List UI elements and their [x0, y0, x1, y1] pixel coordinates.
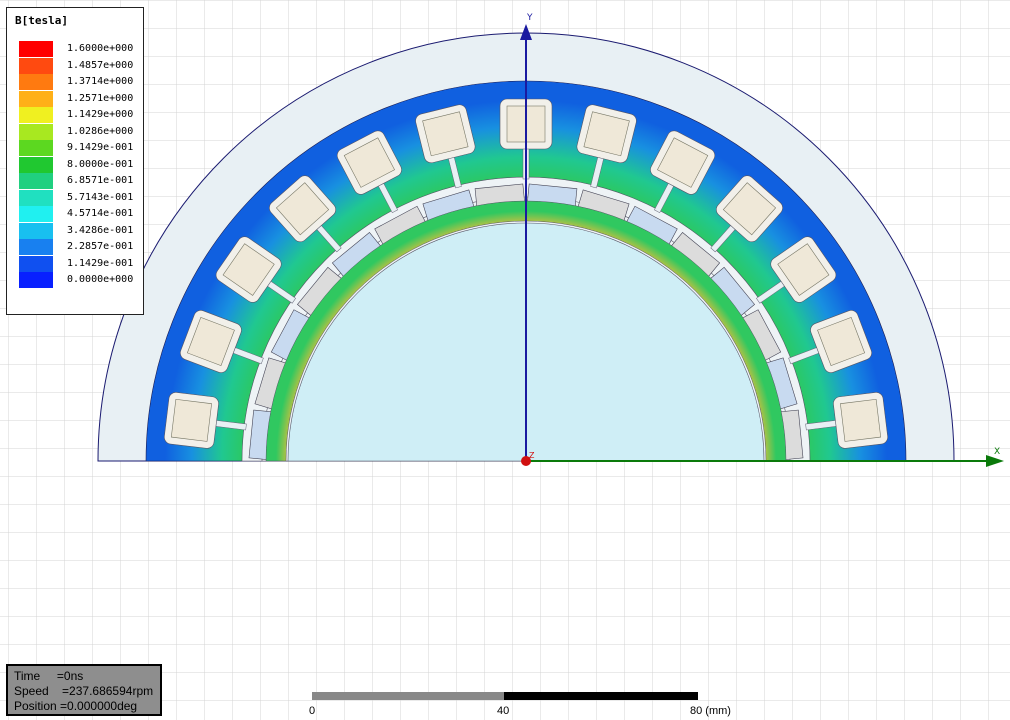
legend-swatch [19, 41, 53, 57]
legend-entry: 1.2571e+000 [13, 90, 143, 107]
origin-marker [521, 456, 531, 466]
stator-slots [163, 98, 889, 449]
y-axis-arrow [520, 24, 532, 40]
legend-value: 1.6000e+000 [67, 43, 134, 54]
scale-label-80: 80 (mm) [690, 705, 731, 717]
legend-value: 1.1429e-001 [67, 257, 134, 269]
legend-swatch [19, 107, 53, 123]
legend-value: 1.1429e+000 [67, 109, 134, 120]
status-time: Time =0ns [14, 669, 84, 683]
x-axis-label: X [994, 447, 1000, 457]
legend-swatch [19, 189, 53, 206]
legend-entry: 4.5714e-001 [13, 206, 143, 222]
stator-slot [756, 236, 837, 304]
legend-swatch [19, 173, 53, 189]
legend-entry: 1.1429e+000 [13, 107, 143, 123]
status-speed: Speed =237.686594rpm [14, 684, 154, 698]
legend-entry: 6.8571e-001 [13, 173, 143, 189]
legend-value: 2.2857e-001 [67, 241, 134, 252]
legend-swatch [19, 123, 53, 140]
stator-slot [650, 130, 716, 214]
rotor-magnets [248, 183, 804, 461]
legend-title: B[tesla] [15, 14, 68, 27]
legend-swatch [19, 57, 53, 74]
stator-slot [336, 130, 402, 214]
legend-entry: 1.0286e+000 [13, 123, 143, 140]
z-axis-label: Z [529, 451, 535, 460]
scale-label-0: 0 [309, 705, 316, 717]
legend-entry: 9.1429e-001 [13, 140, 143, 156]
scale-label-40: 40 [497, 705, 510, 717]
legend-entry: 1.1429e-001 [13, 255, 143, 272]
stator-slot [180, 310, 264, 373]
stator-slot [576, 104, 637, 189]
legend-swatch [19, 74, 53, 90]
stator-slot [805, 392, 889, 449]
status-panel: Time =0ns Speed =237.686594rpm Position … [6, 664, 162, 716]
legend-swatch [19, 140, 53, 156]
legend-value: 1.3714e+000 [67, 76, 134, 87]
legend-entry: 1.4857e+000 [13, 57, 143, 74]
field-legend[interactable]: B[tesla] 1.6000e+000 1.4857e+000 1.3714e+0… [6, 7, 144, 315]
legend-swatch [19, 239, 53, 255]
stator-slot [269, 175, 342, 253]
legend-swatch [19, 222, 53, 239]
stator-slot [163, 392, 247, 449]
legend-value: 1.2571e+000 [67, 92, 134, 104]
legend-swatch [19, 156, 53, 173]
stator-slot [415, 104, 476, 189]
legend-swatch [19, 255, 53, 272]
x-axis-arrow [986, 455, 1004, 467]
scale-bar-segment-1 [312, 692, 504, 700]
stator-slot [215, 236, 296, 304]
legend-value: 1.0286e+000 [67, 125, 134, 137]
legend-entry: 0.0000e+000 [13, 272, 143, 288]
legend-value: 5.7143e-001 [67, 191, 134, 203]
legend-value: 9.1429e-001 [67, 142, 134, 153]
legend-value: 4.5714e-001 [67, 208, 134, 219]
legend-value: 3.4286e-001 [67, 224, 134, 236]
legend-value: 0.0000e+000 [67, 274, 134, 285]
legend-entry: 3.4286e-001 [13, 222, 143, 239]
legend-value: 8.0000e-001 [67, 158, 134, 170]
stator-slot [710, 175, 783, 253]
legend-swatch [19, 90, 53, 107]
y-axis-label: Y [526, 13, 533, 23]
legend-swatch [19, 272, 53, 288]
legend-entry: 8.0000e-001 [13, 156, 143, 173]
legend-entry: 1.6000e+000 [13, 41, 143, 57]
legend-value: 1.4857e+000 [67, 59, 134, 71]
legend-entry: 2.2857e-001 [13, 239, 143, 255]
scale-bar-segment-2 [504, 692, 698, 700]
legend-entry: 1.3714e+000 [13, 74, 143, 90]
stator-slot [788, 310, 872, 373]
legend-value: 6.8571e-001 [67, 175, 134, 186]
status-position: Position =0.000000deg [14, 699, 138, 713]
legend-entry: 5.7143e-001 [13, 189, 143, 206]
legend-swatch [19, 206, 53, 222]
